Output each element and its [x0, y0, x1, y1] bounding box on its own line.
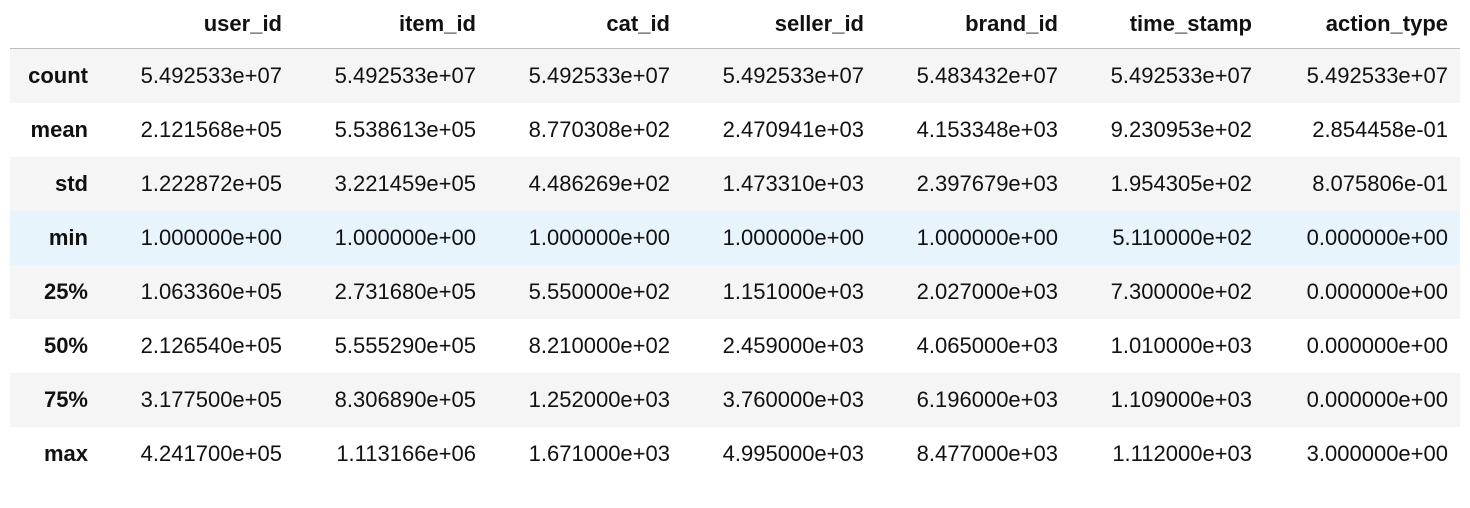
table-cell: 1.000000e+00	[334, 224, 476, 250]
table-cell: 1.000000e+00	[722, 224, 864, 250]
table-cell: 2.731680e+05	[334, 278, 476, 304]
table-row: 75% 3.177500e+05 8.306890e+05 1.252000e+03 3…	[10, 372, 1460, 427]
table-row: max 4.241700e+05 1.113166e+06 1.671000e+03 4…	[10, 426, 1460, 481]
table-cell: 3.221459e+05	[334, 170, 476, 196]
describe-table: user_id item_id cat_id seller_id brand_id tim…	[10, 0, 1460, 481]
column-header-item-id: item_id	[294, 0, 488, 49]
table-cell: 1.151000e+03	[722, 278, 864, 304]
table-cell: 8.306890e+05	[334, 386, 476, 412]
table-cell: 5.555290e+05	[334, 332, 476, 358]
table-cell: 8.210000e+02	[528, 332, 670, 358]
table-cell: 5.538613e+05	[334, 116, 476, 142]
row-label: mean	[30, 116, 88, 142]
column-header-cat-id: cat_id	[488, 0, 682, 49]
table-cell: 8.477000e+03	[916, 440, 1058, 466]
table-cell: 3.760000e+03	[722, 386, 864, 412]
row-label: 50%	[43, 332, 88, 358]
table-cell: 1.112000e+03	[1112, 440, 1252, 466]
table-cell: 2.027000e+03	[916, 278, 1058, 304]
table-cell: 5.492533e+07	[722, 62, 864, 88]
column-header-action-type: action_type	[1264, 0, 1460, 49]
table-cell: 1.222872e+05	[140, 170, 282, 196]
table-cell: 9.230953e+02	[1110, 116, 1252, 142]
table-cell: 8.075806e-01	[1312, 170, 1448, 196]
column-header-seller-id: seller_id	[682, 0, 876, 49]
table-row: 25% 1.063360e+05 2.731680e+05 5.550000e+02 1…	[10, 264, 1460, 319]
table-cell: 3.177500e+05	[140, 386, 282, 412]
column-header-user-id: user_id	[100, 0, 294, 49]
table-cell: 1.000000e+00	[916, 224, 1058, 250]
row-label: 75%	[43, 386, 88, 412]
column-header-time-stamp: time_stamp	[1070, 0, 1264, 49]
table-cell: 2.126540e+05	[140, 332, 282, 358]
table-cell: 4.241700e+05	[140, 440, 282, 466]
table-cell: 4.995000e+03	[722, 440, 864, 466]
table-cell: 1.000000e+00	[140, 224, 282, 250]
table-cell: 4.153348e+03	[916, 116, 1058, 142]
table-cell: 0.000000e+00	[1306, 224, 1448, 250]
table-cell: 4.065000e+03	[916, 332, 1058, 358]
row-label: max	[43, 440, 88, 466]
table-cell: 1.000000e+00	[528, 224, 670, 250]
table-row: std 1.222872e+05 3.221459e+05 4.486269e+02 1…	[10, 156, 1460, 211]
header-row: user_id item_id cat_id seller_id brand_id tim…	[10, 0, 1460, 49]
table-cell: 7.300000e+02	[1110, 278, 1252, 304]
row-label: min	[48, 224, 88, 250]
table-cell: 1.473310e+03	[722, 170, 864, 196]
table-cell: 5.110000e+02	[1112, 224, 1252, 250]
table-cell: 5.492533e+07	[140, 62, 282, 88]
table-cell: 5.550000e+02	[528, 278, 670, 304]
table-cell: 1.252000e+03	[528, 386, 670, 412]
table-cell: 6.196000e+03	[916, 386, 1058, 412]
table-cell: 1.671000e+03	[528, 440, 670, 466]
table-row: count 5.492533e+07 5.492533e+07 5.492533e+0…	[10, 48, 1460, 103]
table-body: count 5.492533e+07 5.492533e+07 5.492533e+0…	[10, 48, 1460, 481]
table-row: min 1.000000e+00 1.000000e+00 1.000000e+00 1…	[10, 210, 1460, 265]
table-cell: 1.063360e+05	[140, 278, 282, 304]
table-cell: 2.397679e+03	[916, 170, 1058, 196]
column-header-brand-id: brand_id	[876, 0, 1070, 49]
table-cell: 5.492533e+07	[528, 62, 670, 88]
row-label: std	[55, 170, 88, 196]
table-cell: 5.492533e+07	[1306, 62, 1448, 88]
table-cell: 2.459000e+03	[722, 332, 864, 358]
table-cell: 0.000000e+00	[1306, 278, 1448, 304]
table-cell: 5.483432e+07	[916, 62, 1058, 88]
table-cell: 2.854458e-01	[1312, 116, 1448, 142]
row-label: count	[28, 62, 88, 88]
table-cell: 4.486269e+02	[528, 170, 670, 196]
table-cell: 0.000000e+00	[1306, 332, 1448, 358]
table-header: user_id item_id cat_id seller_id brand_id tim…	[10, 0, 1460, 49]
table-cell: 2.470941e+03	[722, 116, 864, 142]
table-cell: 2.121568e+05	[140, 116, 282, 142]
row-label: 25%	[43, 278, 88, 304]
table-cell: 1.109000e+03	[1110, 386, 1252, 412]
table-cell: 1.113166e+06	[336, 440, 476, 466]
table-cell: 1.954305e+02	[1110, 170, 1252, 196]
table-cell: 3.000000e+00	[1306, 440, 1448, 466]
table-cell: 0.000000e+00	[1306, 386, 1448, 412]
table-row: mean 2.121568e+05 5.538613e+05 8.770308e+02…	[10, 102, 1460, 157]
table-cell: 5.492533e+07	[1110, 62, 1252, 88]
table-cell: 5.492533e+07	[334, 62, 476, 88]
table-row: 50% 2.126540e+05 5.555290e+05 8.210000e+02 2…	[10, 318, 1460, 373]
table-cell: 8.770308e+02	[528, 116, 670, 142]
table-cell: 1.010000e+03	[1110, 332, 1252, 358]
index-header	[10, 0, 100, 49]
